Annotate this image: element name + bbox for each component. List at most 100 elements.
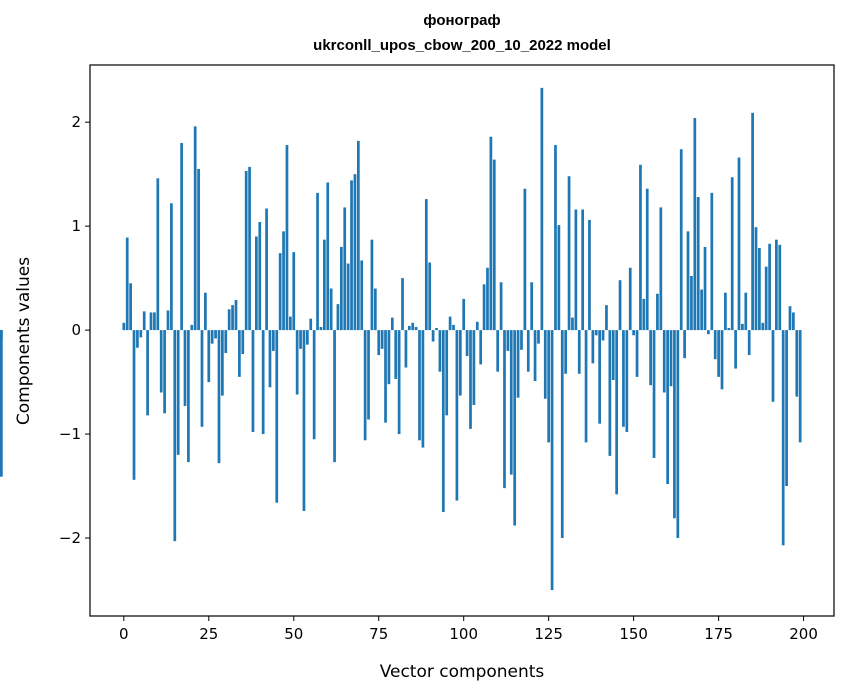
bar-10	[156, 178, 160, 331]
bar-31	[227, 309, 231, 331]
bar-182	[741, 323, 744, 331]
bar-138	[591, 330, 595, 364]
bar-149	[628, 267, 632, 331]
bar-5	[139, 330, 143, 338]
bar-121	[533, 330, 537, 382]
bar-129	[560, 330, 564, 539]
bar-36	[244, 171, 248, 331]
bar-187	[758, 247, 761, 331]
bar-147	[622, 330, 625, 427]
bar-92	[435, 328, 438, 331]
bar-82	[401, 278, 404, 331]
bar-90	[428, 262, 432, 331]
bar-70	[360, 260, 364, 331]
bar-99	[458, 330, 462, 396]
bar-167	[690, 276, 693, 331]
bar-13	[166, 310, 170, 331]
bars-group	[0, 87, 802, 591]
x-tick-label-25: 25	[199, 625, 218, 643]
chart-title: фонограф	[423, 12, 500, 29]
bar-60	[326, 182, 330, 331]
bar-76	[380, 330, 384, 349]
bar-1	[125, 237, 129, 331]
bar-42	[265, 208, 268, 331]
bar-108	[489, 136, 493, 331]
bar-41	[261, 330, 265, 435]
x-tick-label-150: 150	[619, 625, 648, 643]
bar-107	[486, 267, 489, 331]
bar-59	[322, 239, 326, 331]
bar-170	[700, 289, 703, 331]
bar-68	[353, 174, 357, 331]
bar-38	[251, 330, 255, 432]
bar-168	[693, 118, 697, 331]
y-tick-label--2: −2	[59, 529, 81, 547]
bar-161	[669, 330, 673, 387]
bar-124	[543, 330, 547, 399]
bar-34	[238, 330, 241, 377]
bar-133	[574, 209, 578, 331]
bar-78	[387, 330, 391, 385]
bar-164	[679, 149, 683, 331]
bar-23	[200, 330, 204, 427]
bar-61	[329, 288, 333, 331]
bar-7	[146, 330, 149, 416]
bar-169	[696, 197, 700, 331]
bar-158	[659, 207, 663, 331]
bar-135	[581, 209, 585, 331]
bar-18	[183, 330, 187, 406]
bar-101	[465, 330, 469, 357]
bar-14	[170, 203, 173, 331]
bar-195	[785, 330, 788, 487]
bar-103	[472, 330, 476, 405]
bar-73	[370, 239, 374, 331]
bar-116	[516, 330, 520, 398]
bar-28	[217, 330, 221, 464]
bar-163	[676, 330, 680, 539]
bar-181	[737, 157, 741, 331]
bar-8	[149, 312, 153, 331]
bar-104	[475, 321, 479, 331]
bar-71	[363, 330, 367, 441]
y-tick-label--1: −1	[59, 425, 81, 443]
x-axis-label: Vector components	[380, 662, 545, 682]
y-tick-label-2: 2	[71, 113, 81, 131]
bar-81	[397, 330, 401, 435]
bar-175	[717, 330, 720, 377]
bar-53	[302, 330, 306, 511]
bar-72	[367, 330, 370, 420]
bar-84	[407, 325, 411, 331]
bar-144	[611, 330, 615, 380]
bar-22	[197, 168, 200, 331]
bar-105	[479, 330, 483, 365]
bar-176	[720, 330, 724, 390]
x-tick-label-200: 200	[789, 625, 818, 643]
bar-87	[418, 330, 421, 441]
bar-152	[639, 164, 642, 331]
x-tick-label-50: 50	[284, 625, 303, 643]
bar-57	[316, 192, 319, 331]
bar-119	[526, 330, 530, 372]
bar-130	[564, 330, 568, 374]
bar-97	[452, 324, 455, 331]
bar-52	[299, 330, 302, 349]
bar-154	[645, 188, 649, 331]
bar-159	[662, 330, 666, 393]
bar-197	[792, 312, 795, 331]
y-tick-label-0: 0	[71, 321, 81, 339]
bar-49	[289, 316, 292, 331]
bar-11	[159, 330, 163, 393]
bar-198	[795, 330, 799, 397]
bar-56	[312, 330, 316, 440]
bar-undefined	[0, 330, 3, 340]
bar-30	[224, 330, 228, 353]
bar-46	[278, 253, 282, 331]
bar-151	[635, 330, 639, 377]
bar-43	[268, 330, 272, 388]
bar-132	[571, 317, 574, 331]
bar-194	[781, 330, 785, 546]
bar-148	[625, 330, 629, 432]
bar-141	[601, 330, 605, 341]
bar-67	[350, 180, 353, 331]
bar-6	[142, 311, 146, 331]
